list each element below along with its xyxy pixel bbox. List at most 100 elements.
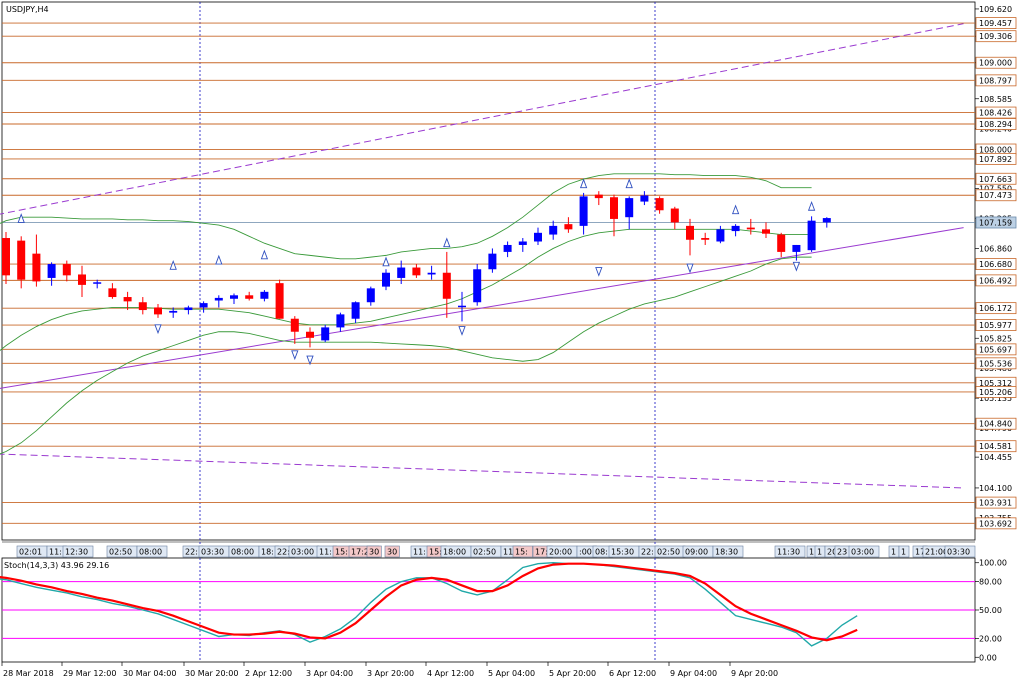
candle	[290, 316, 299, 344]
candle	[701, 232, 710, 245]
price-level-label: 109.457	[979, 19, 1012, 28]
candle	[199, 301, 208, 313]
trend-line-0	[0, 227, 964, 389]
candle	[655, 196, 664, 214]
session-label: 11:	[319, 548, 332, 557]
x-axis-label: 4 Apr 12:00	[427, 669, 474, 678]
price-level-label: 109.000	[979, 59, 1012, 68]
fractal-up-icon	[215, 254, 223, 265]
candle-body	[169, 310, 178, 313]
price-level-label: 103.931	[979, 499, 1012, 508]
price-level-tag	[975, 189, 1017, 202]
candle-body	[154, 307, 162, 315]
session-label: 15:	[335, 548, 348, 557]
session-label: 02:50	[109, 548, 132, 557]
price-level-tag	[975, 17, 1017, 29]
candle-body	[93, 282, 102, 284]
price-level-tag	[975, 118, 1017, 130]
candle	[93, 279, 102, 289]
candle	[260, 290, 269, 302]
candle	[169, 307, 178, 318]
candle	[762, 222, 770, 239]
bollinger-lower	[0, 256, 812, 455]
y-tick-label: 104.455	[979, 453, 1012, 462]
symbol-label: USDJPY,H4	[6, 5, 49, 14]
candle-body	[442, 272, 451, 299]
x-axis-label: 2 Apr 12:00	[245, 669, 292, 678]
session-label: 09:00	[685, 548, 708, 557]
session-label: 11:	[503, 548, 516, 557]
fractal-down-icon	[306, 355, 314, 366]
fractal-down-icon	[595, 267, 603, 277]
price-level-label: 107.159	[979, 218, 1012, 227]
price-level-label: 106.172	[979, 304, 1012, 313]
candle-body	[579, 196, 588, 226]
candle-body	[366, 288, 375, 303]
candle-body	[199, 303, 208, 308]
fractal-down-icon	[792, 261, 801, 272]
session-label: 22:	[277, 548, 290, 557]
x-axis-label: 29 Mar 12:00	[63, 669, 116, 678]
candle-body	[488, 253, 497, 270]
session-tag	[62, 545, 94, 558]
session-tag	[944, 545, 976, 558]
candle-body	[534, 232, 542, 242]
candle-body	[731, 225, 740, 232]
candle-body	[762, 229, 770, 234]
candle-body	[610, 197, 618, 219]
candle	[138, 297, 147, 315]
candle-body	[108, 288, 117, 298]
candle-body	[686, 225, 694, 240]
candle-body	[640, 195, 649, 202]
candle-body	[32, 253, 41, 282]
x-axis-label: 9 Apr 20:00	[731, 669, 778, 678]
candle	[214, 295, 223, 308]
price-level-tag	[975, 517, 1017, 530]
candle	[17, 236, 26, 289]
price-level-label: 105.312	[979, 379, 1012, 388]
candle-body	[260, 291, 269, 299]
session-label: 1	[809, 548, 814, 557]
fractal-up-icon	[17, 213, 25, 223]
session-tag	[136, 545, 168, 558]
x-axis-label: 5 Apr 04:00	[488, 669, 535, 678]
candle	[579, 192, 588, 235]
main-panel	[1, 1, 976, 541]
candle	[275, 279, 284, 319]
candle-body	[777, 234, 786, 252]
candle-body	[382, 272, 390, 287]
candle	[427, 265, 436, 280]
candle-body	[123, 297, 132, 302]
stoch-d-line	[0, 562, 858, 642]
price-level-label: 106.492	[979, 276, 1012, 285]
candle	[670, 206, 679, 230]
session-label: 17:20	[351, 548, 374, 557]
price-level-label: 109.306	[979, 32, 1012, 41]
session-label: 03:00	[291, 548, 314, 557]
candle	[686, 218, 694, 256]
candle-body	[549, 225, 558, 235]
candle	[473, 264, 482, 306]
y-tick-label: 104.100	[979, 484, 1012, 493]
candle	[488, 248, 497, 273]
candle-body	[17, 240, 26, 280]
candle	[78, 265, 86, 298]
fractal-up-icon	[731, 204, 740, 215]
price-level-label: 107.663	[979, 175, 1012, 184]
price-level-tag	[975, 302, 1017, 315]
price-level-tag	[975, 319, 1017, 331]
candle	[397, 260, 406, 285]
session-tag	[512, 545, 533, 558]
session-label: 02:50	[473, 548, 496, 557]
candle-body	[306, 331, 314, 338]
candle	[458, 291, 466, 322]
candle	[366, 286, 375, 306]
candle	[822, 217, 831, 228]
session-tag	[384, 545, 400, 558]
session-label: 1	[901, 548, 906, 557]
session-label: 15:	[515, 548, 528, 557]
price-level-label: 108.294	[979, 120, 1012, 129]
y-tick-label: 107.550	[979, 185, 1012, 194]
